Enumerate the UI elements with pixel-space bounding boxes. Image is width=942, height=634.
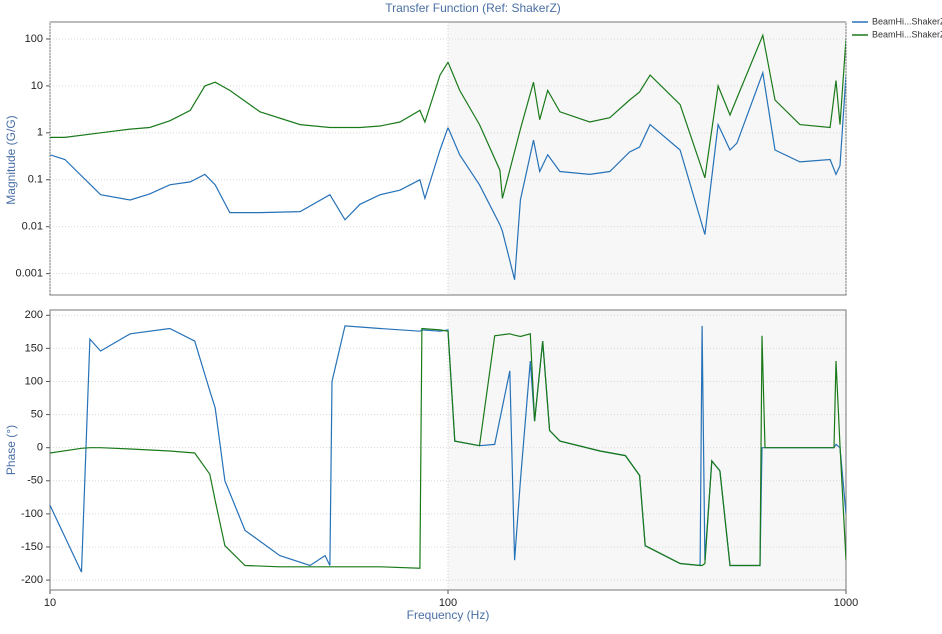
y-tick-label: 100	[25, 375, 43, 387]
plot-frame	[49, 309, 847, 591]
y-tick-label: 0	[37, 442, 43, 454]
series-line	[50, 327, 846, 569]
x-tick-label: 100	[439, 597, 457, 609]
y-tick-label: 50	[31, 408, 43, 420]
y-tick-label: 0.001	[15, 268, 43, 280]
x-axis-title: Frequency (Hz)	[407, 608, 490, 622]
legend-label: BeamHi...ShakerZ	[872, 29, 942, 39]
y-tick-label: 100	[25, 33, 43, 45]
shaded-region	[448, 22, 846, 295]
y-tick-label: -50	[27, 475, 43, 487]
y-axis-title: Magnitude (G/G)	[4, 115, 18, 204]
y-tick-label: -200	[21, 574, 43, 586]
x-tick-label: 1000	[834, 597, 858, 609]
series-line	[50, 70, 846, 280]
y-tick-label: 150	[25, 342, 43, 354]
legend-label: BeamHi...ShakerZ	[872, 16, 942, 26]
y-tick-label: 200	[25, 309, 43, 321]
y-tick-label: 0.1	[28, 174, 43, 186]
y-tick-label: 1	[37, 127, 43, 139]
y-tick-label: 0.01	[22, 221, 43, 233]
series-line	[50, 33, 846, 199]
y-tick-label: -100	[21, 508, 43, 520]
y-axis-title: Phase (°)	[4, 425, 18, 475]
shaded-region	[448, 310, 846, 590]
y-tick-label: -150	[21, 541, 43, 553]
chart-title: Transfer Function (Ref: ShakerZ)	[385, 1, 561, 15]
x-tick-label: 10	[44, 597, 56, 609]
y-tick-label: 10	[31, 80, 43, 92]
